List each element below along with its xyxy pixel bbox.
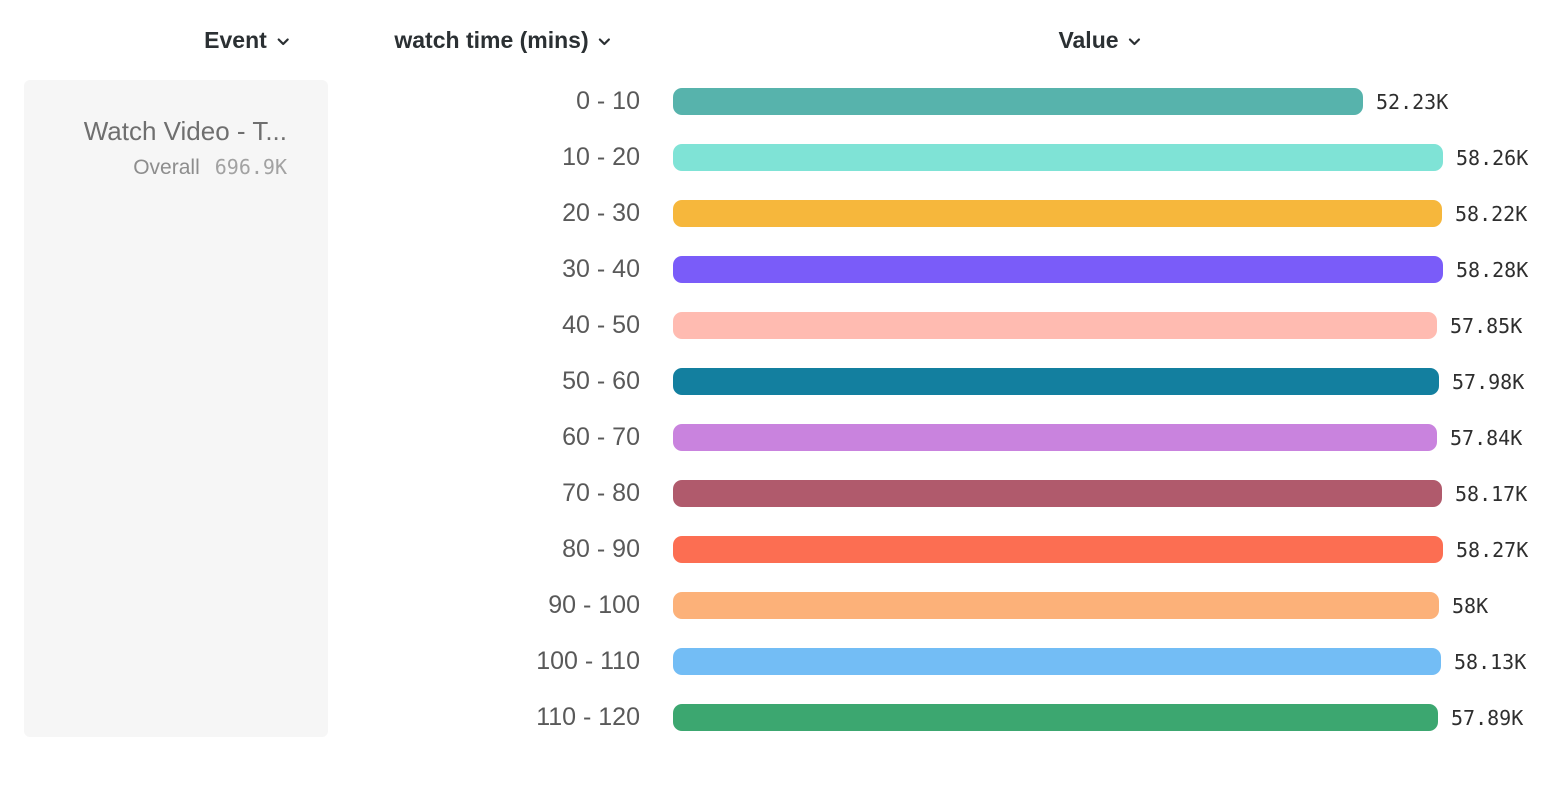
bar-row: 10 - 20 58.26K xyxy=(0,144,1568,171)
bar-row: 60 - 70 57.84K xyxy=(0,424,1568,451)
event-column-label: Event xyxy=(204,27,267,53)
value-label: 52.23K xyxy=(1376,90,1449,114)
bar-row: 40 - 50 57.85K xyxy=(0,312,1568,339)
bar-row: 20 - 30 58.22K xyxy=(0,200,1568,227)
event-column-dropdown[interactable]: Event xyxy=(204,27,290,54)
value-label: 57.85K xyxy=(1450,314,1523,338)
category-label: 60 - 70 xyxy=(562,423,640,451)
value-column-dropdown[interactable]: Value xyxy=(1058,27,1141,54)
value-label: 57.98K xyxy=(1452,370,1525,394)
bar-segment[interactable] xyxy=(673,536,1443,563)
category-label: 90 - 100 xyxy=(548,591,640,619)
value-label: 58.13K xyxy=(1454,650,1527,674)
value-label: 57.89K xyxy=(1451,706,1524,730)
bar-segment[interactable] xyxy=(673,480,1442,507)
bar-chart: 0 - 10 52.23K 10 - 20 58.26K 20 - 30 58.… xyxy=(0,88,1568,760)
value-label: 58.17K xyxy=(1455,482,1528,506)
event-card-overall: Overall 696.9K xyxy=(24,155,287,180)
category-label: 100 - 110 xyxy=(536,647,640,675)
bar-segment[interactable] xyxy=(673,88,1363,115)
breakdown-column-dropdown[interactable]: watch time (mins) xyxy=(394,27,611,54)
bar-segment[interactable] xyxy=(673,312,1437,339)
bar-segment[interactable] xyxy=(673,704,1438,731)
bar-row: 70 - 80 58.17K xyxy=(0,480,1568,507)
bar-row: 0 - 10 52.23K xyxy=(0,88,1568,115)
category-label: 20 - 30 xyxy=(562,199,640,227)
event-card-title: Watch Video - T... xyxy=(83,116,287,146)
bar-row: 100 - 110 58.13K xyxy=(0,648,1568,675)
breakdown-column-label: watch time (mins) xyxy=(394,27,589,53)
chevron-down-icon xyxy=(1128,38,1141,46)
category-label: 70 - 80 xyxy=(562,479,640,507)
bar-row: 80 - 90 58.27K xyxy=(0,536,1568,563)
value-label: 57.84K xyxy=(1450,426,1523,450)
bar-segment[interactable] xyxy=(673,256,1443,283)
value-label: 58.28K xyxy=(1456,258,1529,282)
bar-row: 30 - 40 58.28K xyxy=(0,256,1568,283)
value-label: 58.26K xyxy=(1456,146,1529,170)
chevron-down-icon xyxy=(277,38,289,46)
category-label: 80 - 90 xyxy=(562,535,640,563)
overall-value: 696.9K xyxy=(214,155,287,179)
value-label: 58.22K xyxy=(1455,202,1528,226)
bar-segment[interactable] xyxy=(673,648,1441,675)
category-label: 40 - 50 xyxy=(562,311,640,339)
value-column-label: Value xyxy=(1058,27,1119,53)
bar-row: 110 - 120 57.89K xyxy=(0,704,1568,731)
category-label: 30 - 40 xyxy=(562,255,640,283)
bar-row: 90 - 100 58K xyxy=(0,592,1568,619)
bar-row: 50 - 60 57.98K xyxy=(0,368,1568,395)
chevron-down-icon xyxy=(599,38,611,46)
category-label: 0 - 10 xyxy=(576,87,640,115)
category-label: 10 - 20 xyxy=(562,143,640,171)
category-label: 110 - 120 xyxy=(536,703,640,731)
value-label: 58.27K xyxy=(1456,538,1529,562)
bar-segment[interactable] xyxy=(673,592,1439,619)
bar-segment[interactable] xyxy=(673,144,1443,171)
bar-segment[interactable] xyxy=(673,200,1442,227)
bar-segment[interactable] xyxy=(673,424,1437,451)
category-label: 50 - 60 xyxy=(562,367,640,395)
bar-segment[interactable] xyxy=(673,368,1439,395)
event-card[interactable]: Watch Video - T... Overall 696.9K xyxy=(24,80,328,737)
overall-label: Overall xyxy=(133,156,200,179)
value-label: 58K xyxy=(1452,594,1489,618)
